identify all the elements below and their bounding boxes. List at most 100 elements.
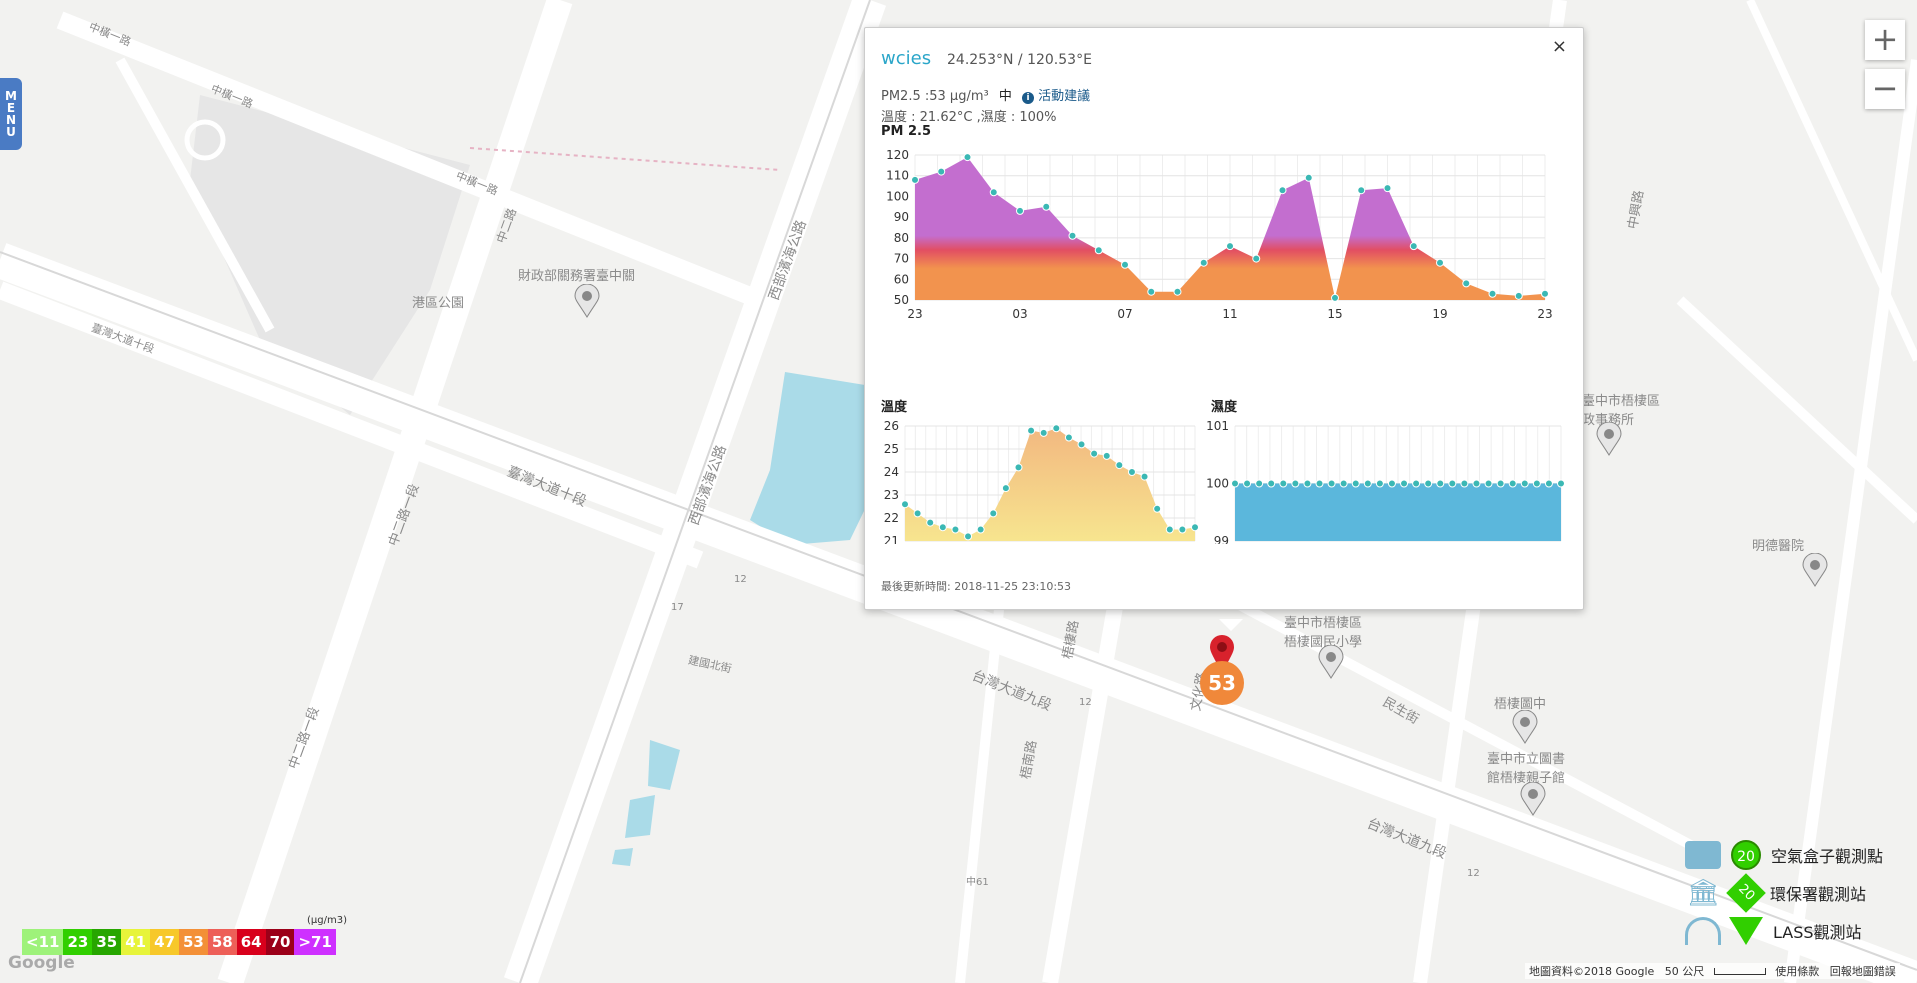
menu-letter: E [6,101,16,115]
close-icon[interactable]: × [1551,36,1567,57]
map-attribution-bar: 地圖資料©2018 Google 50 公尺 使用條款 回報地圖錯誤 [1525,963,1900,979]
data-point [1178,525,1187,534]
y-tick-label: 22 [884,511,899,525]
activity-advice-link[interactable]: 活動建議 [1038,89,1091,104]
scale-swatch: 64 [236,929,266,955]
data-point [937,167,946,176]
pm-reading: PM2.5 :53 μg/m³ [881,89,989,104]
scale-swatch: 53 [178,929,208,955]
scale-bar [1713,968,1766,975]
station-coordinates: 24.253°N / 120.53°E [947,52,1092,68]
scale-swatch: 23 [63,929,93,955]
y-tick-label: 60 [894,272,909,286]
scale-swatch: 58 [207,929,237,955]
data-point [1001,484,1010,493]
report-link[interactable]: 回報地圖錯誤 [1829,965,1896,978]
lass-sensor-icon [1685,917,1721,945]
station-type-legend: 20 空氣盒子觀測點 🏛 20 環保署觀測站 20 LASS觀測站 [1677,836,1917,950]
x-tick-label: 23 [1537,307,1552,321]
data-point [1027,426,1036,435]
data-point [1094,246,1103,255]
data-point [1508,479,1517,488]
data-point [1291,479,1300,488]
data-point [1557,479,1565,488]
menu-tab[interactable]: M E N U [0,78,22,150]
y-tick-label: 110 [886,169,909,183]
data-point [1127,468,1136,476]
humidity-chart-title: 濕度 [1211,400,1238,415]
data-point [1448,479,1457,488]
data-point [1252,254,1261,263]
last-update-time: 最後更新時間: 2018-11-25 23:10:53 [881,580,1072,593]
station-value-badge[interactable]: 53 [1200,661,1244,705]
data-point [938,523,947,532]
poi-pin-school[interactable] [1318,645,1344,679]
pm-level: 中 [998,89,1012,104]
data-point [1140,472,1149,481]
legend-badge: 20 [1729,917,1763,945]
poi-pin-customs[interactable] [574,284,600,318]
data-point [1460,479,1469,488]
data-point [1115,461,1124,470]
legend-item-epa[interactable]: 🏛 20 環保署觀測站 [1677,873,1917,913]
scale-label[interactable]: 50 公尺 [1664,965,1705,978]
legend-item-airbox[interactable]: 20 空氣盒子觀測點 [1677,836,1917,874]
pm-reading-row: PM2.5 :53 μg/m³ 中 i 活動建議 [881,85,1090,104]
data-point [911,175,919,184]
menu-letter: U [6,125,16,139]
map-label-district-office: 臺中市梧棲區 政事務所 [1582,394,1661,428]
data-point [1064,433,1073,442]
scale-swatch: 35 [92,929,122,955]
route-12-a: 12 [734,574,747,585]
station-marker-pin[interactable] [1209,634,1235,674]
data-point [1351,479,1360,488]
poi-pin-district-office[interactable] [1596,422,1622,456]
data-point [1068,231,1077,240]
y-tick-label: 21 [884,534,899,544]
legend-label: 環保署觀測站 [1770,885,1867,904]
data-point [1304,173,1313,182]
data-point [1375,479,1384,488]
data-point [1436,479,1445,488]
data-point [1039,428,1048,437]
y-tick-label: 25 [884,442,899,456]
map-label-mingde-hospital: 明德醫院 [1752,539,1805,554]
data-point [963,153,972,162]
temperature-chart-title: 溫度 [881,400,908,415]
data-point [1278,186,1287,195]
data-point [1303,479,1312,488]
station-info-popup: wcies 24.253°N / 120.53°E × PM2.5 :53 μg… [864,27,1584,631]
legend-badge: 20 [1731,840,1761,870]
data-point [1544,479,1553,488]
map-label-wuqi-library: 梧棲圖中 [1494,697,1547,712]
poi-pin-hospital[interactable] [1802,553,1828,587]
data-point [1077,440,1086,449]
map-label-library-parent: 臺中市立圖書 館梧棲親子館 [1487,752,1566,786]
y-tick-label: 100 [1206,477,1229,491]
legend-label: 空氣盒子觀測點 [1771,847,1884,866]
data-point [1357,186,1366,195]
terms-link[interactable]: 使用條款 [1775,965,1820,978]
data-point [1532,479,1541,488]
data-point [1255,479,1264,488]
scale-swatch: <11 [22,929,64,955]
data-point [1052,424,1061,433]
poi-pin-library[interactable] [1512,710,1538,744]
y-tick-label: 50 [894,293,909,307]
data-point [1436,258,1444,267]
legend-label: LASS觀測站 [1773,923,1862,942]
data-point [1424,479,1433,488]
y-tick-label: 26 [884,419,899,433]
area-fill [1235,483,1561,541]
y-tick-label: 23 [884,488,899,502]
data-point [1541,289,1549,298]
zoom-out-button[interactable]: − [1865,69,1905,109]
zoom-in-button[interactable]: + [1865,20,1905,60]
legend-item-lass[interactable]: 20 LASS觀測站 [1677,912,1917,950]
data-point [964,532,973,541]
data-point [1363,479,1372,488]
data-point [913,509,922,518]
poi-pin-library-parent[interactable] [1520,782,1546,816]
data-point [1514,291,1523,300]
data-point [1279,479,1288,488]
